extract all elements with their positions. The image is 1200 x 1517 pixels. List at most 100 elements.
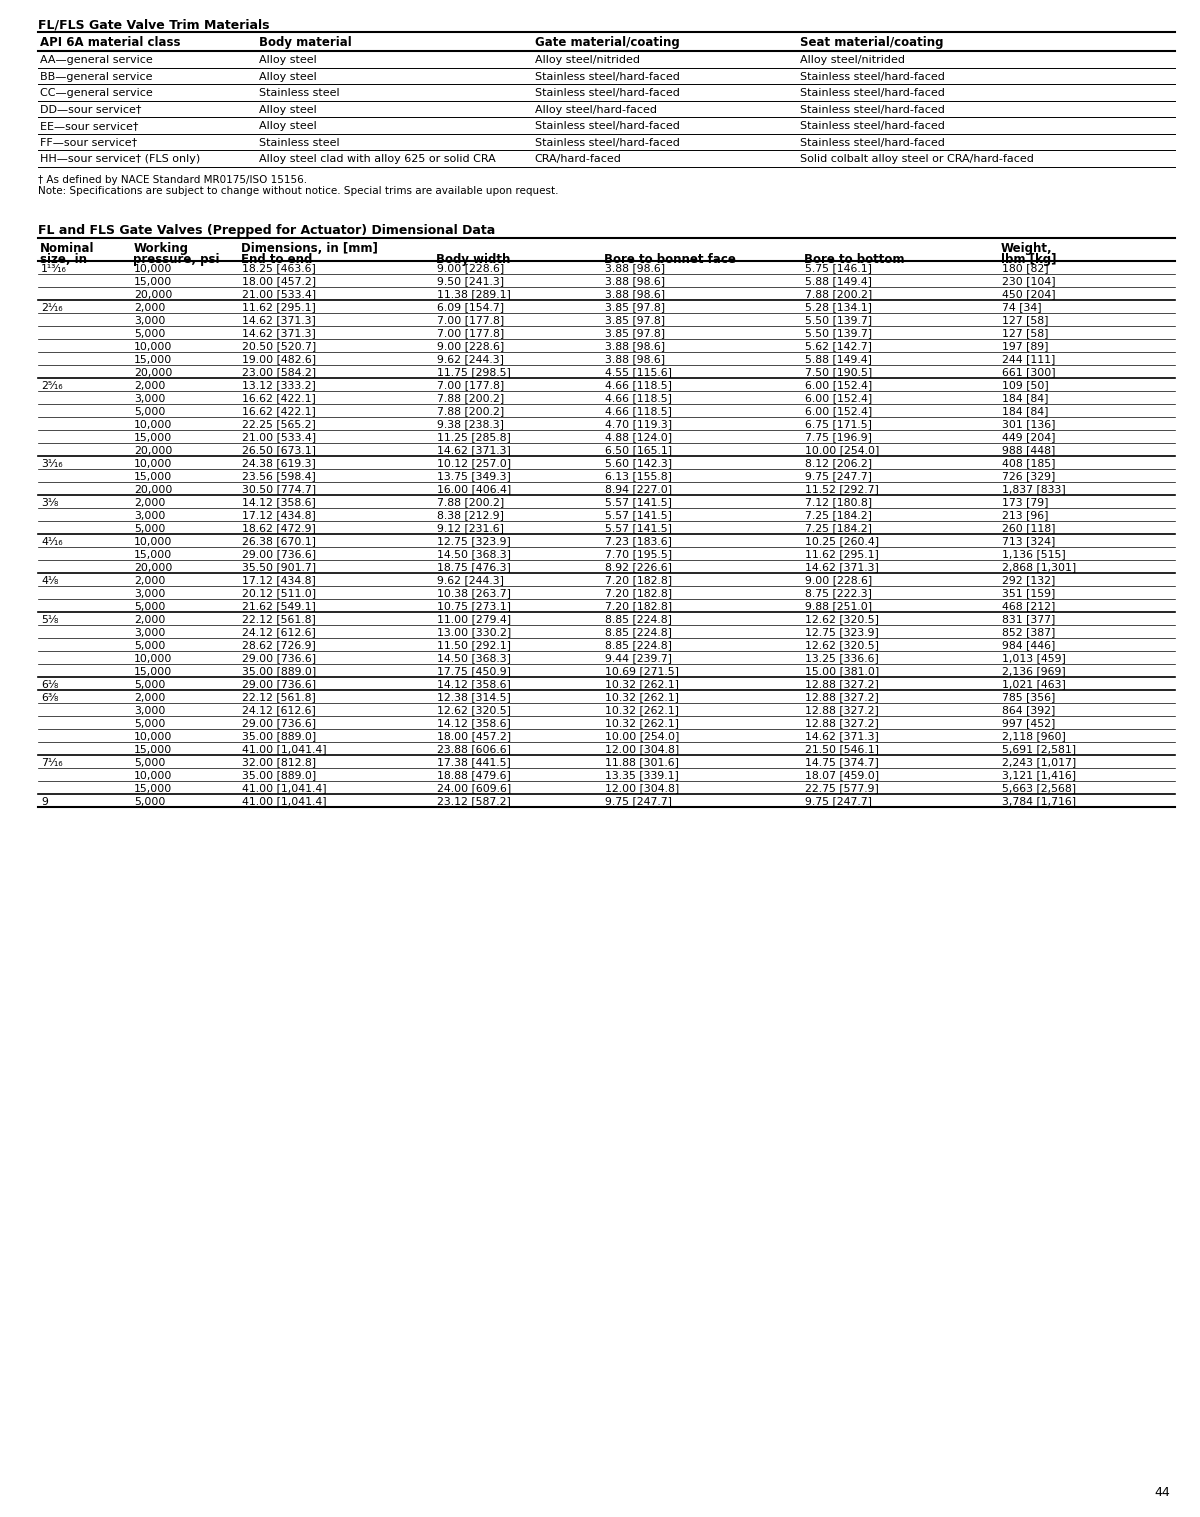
Text: 2⁵⁄₁₆: 2⁵⁄₁₆ (41, 381, 62, 390)
Text: Stainless steel/hard-faced: Stainless steel/hard-faced (799, 138, 944, 147)
Text: 21.00 [533.4]: 21.00 [533.4] (242, 290, 317, 299)
Text: 12.88 [327.2]: 12.88 [327.2] (805, 680, 878, 690)
Text: Solid colbalt alloy steel or CRA/hard-faced: Solid colbalt alloy steel or CRA/hard-fa… (799, 155, 1033, 164)
Text: 15,000: 15,000 (134, 355, 173, 364)
Text: Alloy steel/nitrided: Alloy steel/nitrided (799, 55, 905, 65)
Text: Stainless steel: Stainless steel (259, 88, 340, 99)
Text: 408 [185]: 408 [185] (1002, 458, 1055, 469)
Text: 23.12 [587.2]: 23.12 [587.2] (437, 796, 510, 807)
Text: 14.12 [358.6]: 14.12 [358.6] (437, 719, 510, 728)
Text: 12.88 [327.2]: 12.88 [327.2] (805, 692, 878, 702)
Text: 6¹⁄₈: 6¹⁄₈ (41, 680, 59, 690)
Text: DD—sour service†: DD—sour service† (40, 105, 142, 114)
Text: API 6A material class: API 6A material class (40, 36, 180, 49)
Text: 18.00 [457.2]: 18.00 [457.2] (242, 276, 317, 287)
Text: 726 [329]: 726 [329] (1002, 472, 1055, 481)
Text: 41.00 [1,041.4]: 41.00 [1,041.4] (242, 745, 326, 754)
Text: 8.12 [206.2]: 8.12 [206.2] (805, 458, 872, 469)
Text: 20.50 [520.7]: 20.50 [520.7] (242, 341, 317, 352)
Text: Bore to bonnet face: Bore to bonnet face (604, 252, 736, 265)
Text: 10.32 [262.1]: 10.32 [262.1] (605, 719, 679, 728)
Text: 7.00 [177.8]: 7.00 [177.8] (437, 329, 504, 338)
Text: 5.57 [141.5]: 5.57 [141.5] (605, 498, 672, 508)
Text: 5,691 [2,581]: 5,691 [2,581] (1002, 745, 1076, 754)
Text: 74 [34]: 74 [34] (1002, 302, 1042, 313)
Text: 5,000: 5,000 (134, 640, 166, 651)
Text: 8.85 [224.8]: 8.85 [224.8] (605, 614, 672, 625)
Text: CC—general service: CC—general service (40, 88, 152, 99)
Text: 997 [452]: 997 [452] (1002, 719, 1055, 728)
Text: 7.88 [200.2]: 7.88 [200.2] (437, 498, 504, 508)
Text: 2,000: 2,000 (134, 498, 166, 508)
Text: 9: 9 (41, 796, 48, 807)
Text: 15,000: 15,000 (134, 549, 173, 560)
Text: 17.38 [441.5]: 17.38 [441.5] (437, 757, 510, 768)
Text: 3,000: 3,000 (134, 393, 166, 404)
Text: 449 [204]: 449 [204] (1002, 432, 1055, 443)
Text: 6.13 [155.8]: 6.13 [155.8] (605, 472, 672, 481)
Text: 2,000: 2,000 (134, 302, 166, 313)
Text: 4.70 [119.3]: 4.70 [119.3] (605, 420, 672, 429)
Text: 11.25 [285.8]: 11.25 [285.8] (437, 432, 510, 443)
Text: 8.75 [222.3]: 8.75 [222.3] (805, 589, 872, 599)
Text: 21.00 [533.4]: 21.00 [533.4] (242, 432, 317, 443)
Text: 12.88 [327.2]: 12.88 [327.2] (805, 705, 878, 716)
Text: 180 [82]: 180 [82] (1002, 264, 1049, 273)
Text: Nominal: Nominal (40, 241, 95, 255)
Text: 7.20 [182.8]: 7.20 [182.8] (605, 589, 672, 599)
Text: Stainless steel/hard-faced: Stainless steel/hard-faced (799, 88, 944, 99)
Text: 29.00 [736.6]: 29.00 [736.6] (242, 654, 317, 663)
Text: 5,000: 5,000 (134, 680, 166, 690)
Text: 984 [446]: 984 [446] (1002, 640, 1055, 651)
Text: 1,136 [515]: 1,136 [515] (1002, 549, 1066, 560)
Text: 661 [300]: 661 [300] (1002, 367, 1055, 378)
Text: 3,000: 3,000 (134, 511, 166, 520)
Text: Working: Working (133, 241, 188, 255)
Text: 10.25 [260.4]: 10.25 [260.4] (805, 537, 880, 546)
Text: 9.62 [244.3]: 9.62 [244.3] (437, 355, 504, 364)
Text: 3,784 [1,716]: 3,784 [1,716] (1002, 796, 1076, 807)
Text: FL and FLS Gate Valves (Prepped for Actuator) Dimensional Data: FL and FLS Gate Valves (Prepped for Actu… (38, 223, 496, 237)
Text: 16.62 [422.1]: 16.62 [422.1] (242, 393, 316, 404)
Text: 20,000: 20,000 (134, 446, 173, 455)
Text: 20,000: 20,000 (134, 484, 173, 495)
Text: 3.88 [98.6]: 3.88 [98.6] (605, 276, 665, 287)
Text: 351 [159]: 351 [159] (1002, 589, 1055, 599)
Text: Gate material/coating: Gate material/coating (534, 36, 679, 49)
Text: 7.50 [190.5]: 7.50 [190.5] (805, 367, 872, 378)
Text: 301 [136]: 301 [136] (1002, 420, 1055, 429)
Text: 3¹⁄₈: 3¹⁄₈ (41, 498, 59, 508)
Text: 2,243 [1,017]: 2,243 [1,017] (1002, 757, 1076, 768)
Text: 10.00 [254.0]: 10.00 [254.0] (605, 731, 679, 742)
Text: 11.75 [298.5]: 11.75 [298.5] (437, 367, 510, 378)
Text: 10,000: 10,000 (134, 537, 173, 546)
Text: 6.00 [152.4]: 6.00 [152.4] (805, 407, 872, 417)
Text: 21.62 [549.1]: 21.62 [549.1] (242, 602, 316, 611)
Text: pressure, psi: pressure, psi (133, 252, 220, 265)
Text: 10,000: 10,000 (134, 654, 173, 663)
Text: 28.62 [726.9]: 28.62 [726.9] (242, 640, 316, 651)
Text: 9.00 [228.6]: 9.00 [228.6] (437, 341, 504, 352)
Text: 15,000: 15,000 (134, 745, 173, 754)
Text: Alloy steel: Alloy steel (259, 71, 317, 82)
Text: 29.00 [736.6]: 29.00 [736.6] (242, 680, 317, 690)
Text: 6.75 [171.5]: 6.75 [171.5] (805, 420, 872, 429)
Text: EE—sour service†: EE—sour service† (40, 121, 138, 130)
Text: lbm [kg]: lbm [kg] (1001, 252, 1056, 265)
Text: 9.00 [228.6]: 9.00 [228.6] (805, 575, 872, 586)
Text: 13.00 [330.2]: 13.00 [330.2] (437, 628, 511, 637)
Text: 10.32 [262.1]: 10.32 [262.1] (605, 680, 679, 690)
Text: 6.50 [165.1]: 6.50 [165.1] (605, 446, 672, 455)
Text: Note: Specifications are subject to change without notice. Special trims are ava: Note: Specifications are subject to chan… (38, 185, 558, 196)
Text: 9.50 [241.3]: 9.50 [241.3] (437, 276, 504, 287)
Text: 6³⁄₈: 6³⁄₈ (41, 692, 59, 702)
Text: 10.69 [271.5]: 10.69 [271.5] (605, 666, 679, 677)
Text: 41.00 [1,041.4]: 41.00 [1,041.4] (242, 796, 326, 807)
Text: 22.12 [561.8]: 22.12 [561.8] (242, 614, 316, 625)
Text: 10.32 [262.1]: 10.32 [262.1] (605, 705, 679, 716)
Text: 244 [111]: 244 [111] (1002, 355, 1055, 364)
Text: 5.75 [146.1]: 5.75 [146.1] (805, 264, 872, 273)
Text: 17.75 [450.9]: 17.75 [450.9] (437, 666, 511, 677)
Text: 14.12 [358.6]: 14.12 [358.6] (242, 498, 316, 508)
Text: 32.00 [812.8]: 32.00 [812.8] (242, 757, 317, 768)
